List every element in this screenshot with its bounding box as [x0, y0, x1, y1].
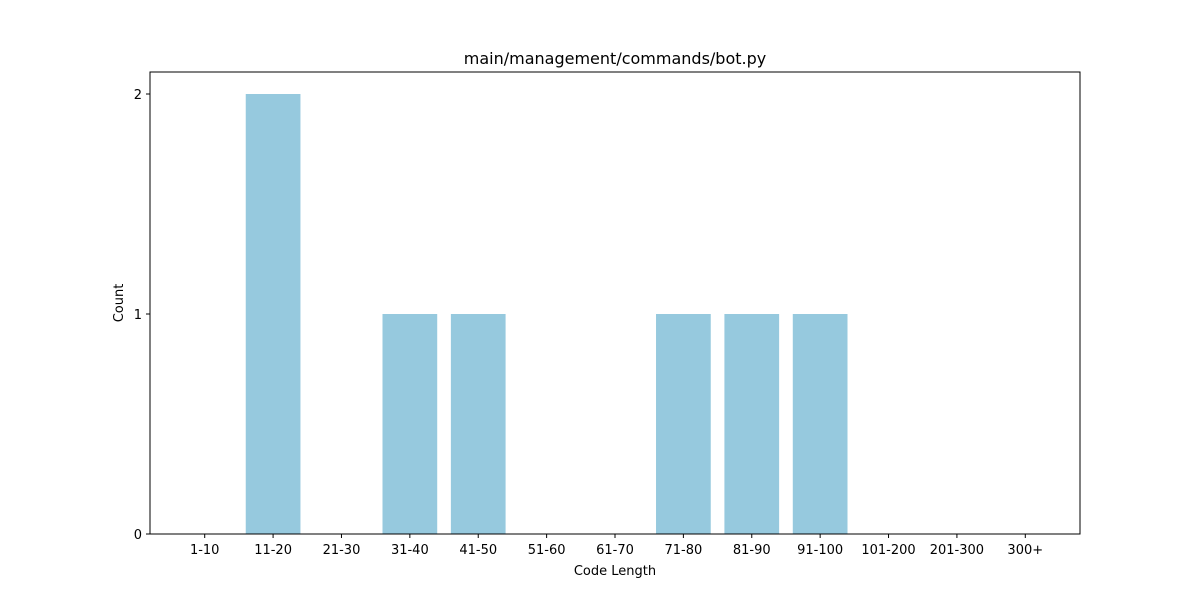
y-tick-label: 2	[134, 88, 142, 103]
x-tick-label: 201-300	[930, 543, 984, 558]
x-tick-label: 41-50	[459, 543, 497, 558]
x-tick-label: 81-90	[733, 543, 771, 558]
bar-81-90	[724, 314, 780, 534]
bar-11-20	[245, 94, 301, 534]
bar-31-40	[382, 314, 438, 534]
y-axis: 0 1 2	[134, 88, 150, 543]
y-axis-label: Count	[112, 284, 127, 323]
x-tick-label: 51-60	[528, 543, 566, 558]
bar-91-100	[792, 314, 848, 534]
bar-71-80	[656, 314, 711, 534]
y-tick-label: 1	[134, 308, 142, 323]
x-axis-label: Code Length	[574, 564, 656, 579]
x-tick-label: 300+	[1007, 543, 1043, 558]
bar-41-50	[450, 314, 506, 534]
x-tick-label: 1-10	[190, 543, 220, 558]
bars-group	[245, 94, 848, 534]
x-tick-label: 71-80	[664, 543, 702, 558]
chart-title: main/management/commands/bot.py	[464, 49, 766, 68]
x-tick-label: 101-200	[861, 543, 915, 558]
x-tick-label: 11-20	[254, 543, 292, 558]
x-tick-label: 21-30	[323, 543, 361, 558]
x-tick-label: 91-100	[797, 543, 843, 558]
x-tick-label: 61-70	[596, 543, 634, 558]
x-tick-label: 31-40	[391, 543, 429, 558]
y-tick-label: 0	[134, 528, 142, 543]
x-axis: 1-10 11-20 21-30 31-40 41-50 51-60 61-70 71-80 8…	[190, 534, 1043, 558]
